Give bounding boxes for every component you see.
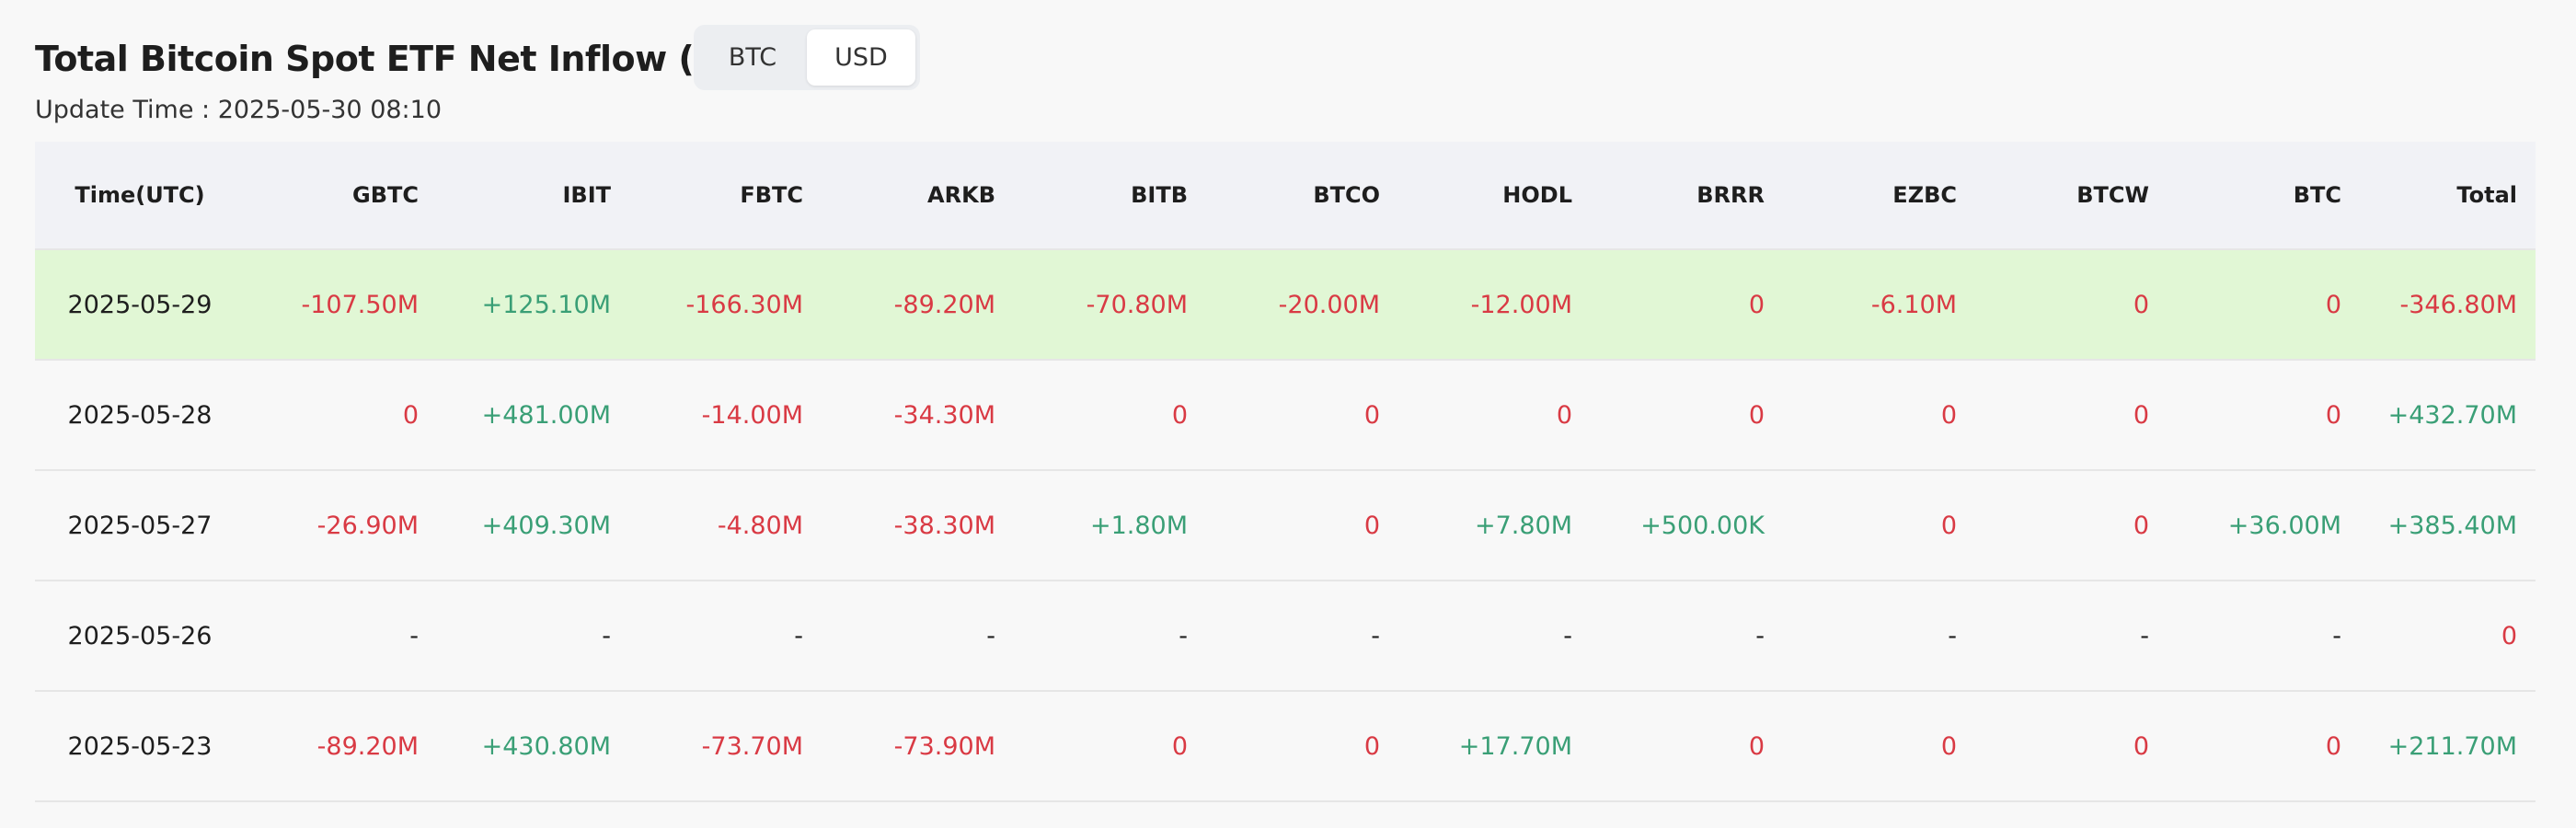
toggle-option[interactable]: BTC <box>728 43 777 72</box>
unit-toggle: BTC USD <box>694 25 920 90</box>
table-row: 2025-05-26 - - - - - - - - - - - 0 <box>35 581 2536 692</box>
column-header: BTCO <box>1313 182 1380 208</box>
value-cell: -89.20M <box>893 290 995 319</box>
inflow-table: Time(UTC) GBTC IBIT FBTC ARKB BITB BTCO HODL BRR… <box>35 142 2536 802</box>
value-cell: 0 <box>2133 731 2149 761</box>
value-cell: 0 <box>1171 400 1188 430</box>
value-cell: -107.50M <box>301 290 419 319</box>
page-title: Total Bitcoin Spot ETF Net Inflow (USD) <box>35 39 791 79</box>
value-cell: -89.20M <box>316 731 419 761</box>
column-header: BTCW <box>2076 182 2149 208</box>
value-cell: - <box>1948 621 1957 650</box>
value-cell: +211.70M <box>2387 731 2517 761</box>
column-header: BRRR <box>1696 182 1765 208</box>
value-cell: +385.40M <box>2387 511 2517 540</box>
table-row: 2025-05-27 -26.90M +409.30M -4.80M -38.30M +1… <box>35 471 2536 581</box>
value-cell: -12.00M <box>1470 290 1572 319</box>
date-cell: 2025-05-28 <box>67 400 213 430</box>
value-cell: - <box>2140 621 2149 650</box>
value-cell: 0 <box>2325 400 2341 430</box>
column-header: HODL <box>1502 182 1572 208</box>
table-row: 2025-05-29 -107.50M +125.10M -166.30M -89.20… <box>35 250 2536 361</box>
value-cell: 0 <box>1940 400 1957 430</box>
value-cell: +430.80M <box>481 731 611 761</box>
value-cell: 0 <box>2501 621 2517 650</box>
column-header: FBTC <box>740 182 803 208</box>
column-header: Time(UTC) <box>75 182 205 208</box>
value-cell: -34.30M <box>893 400 995 430</box>
value-cell: -73.70M <box>701 731 803 761</box>
value-cell: 0 <box>1363 731 1380 761</box>
value-cell: 0 <box>1748 731 1765 761</box>
column-header: GBTC <box>352 182 419 208</box>
value-cell: -26.90M <box>316 511 419 540</box>
column-header: EZBC <box>1892 182 1957 208</box>
value-cell: - <box>409 621 419 650</box>
value-cell: -38.30M <box>893 511 995 540</box>
column-header: IBIT <box>562 182 611 208</box>
column-header: Total <box>2456 182 2517 208</box>
value-cell: 0 <box>1748 400 1765 430</box>
value-cell: - <box>602 621 611 650</box>
value-cell: 0 <box>1940 511 1957 540</box>
value-cell: - <box>1755 621 1765 650</box>
value-cell: +125.10M <box>481 290 611 319</box>
value-cell: +36.00M <box>2227 511 2341 540</box>
value-cell: -70.80M <box>1086 290 1188 319</box>
value-cell: 0 <box>1940 731 1957 761</box>
value-cell: -4.80M <box>717 511 803 540</box>
value-cell: 0 <box>2325 290 2341 319</box>
date-cell: 2025-05-23 <box>67 731 213 761</box>
value-cell: +481.00M <box>481 400 611 430</box>
toggle-option[interactable]: USD <box>807 29 915 86</box>
value-cell: +1.80M <box>1089 511 1188 540</box>
value-cell: +500.00K <box>1640 511 1765 540</box>
value-cell: 0 <box>1363 400 1380 430</box>
value-cell: 0 <box>1748 290 1765 319</box>
value-cell: -346.80M <box>2399 290 2517 319</box>
table-row: 2025-05-23 -89.20M +430.80M -73.70M -73.90M 0… <box>35 692 2536 802</box>
value-cell: +7.80M <box>1474 511 1572 540</box>
value-cell: - <box>794 621 803 650</box>
table-row: 2025-05-28 0 +481.00M -14.00M -34.30M 0 0 0 0 0 0 0… <box>35 361 2536 471</box>
value-cell: 0 <box>1363 511 1380 540</box>
header-row: Time(UTC) GBTC IBIT FBTC ARKB BITB BTCO HODL BRR… <box>35 142 2536 250</box>
value-cell: - <box>1563 621 1572 650</box>
value-cell: - <box>986 621 995 650</box>
value-cell: -166.30M <box>685 290 803 319</box>
date-cell: 2025-05-26 <box>67 621 213 650</box>
value-cell: 0 <box>2325 731 2341 761</box>
value-cell: - <box>2332 621 2341 650</box>
value-cell: 0 <box>2133 290 2149 319</box>
value-cell: +17.70M <box>1458 731 1572 761</box>
date-cell: 2025-05-27 <box>67 511 213 540</box>
value-cell: - <box>1179 621 1188 650</box>
column-header: ARKB <box>927 182 995 208</box>
update-time: Update Time : 2025-05-30 08:10 <box>35 96 443 124</box>
value-cell: -20.00M <box>1278 290 1380 319</box>
value-cell: 0 <box>1171 731 1188 761</box>
date-cell: 2025-05-29 <box>67 290 213 319</box>
value-cell: 0 <box>402 400 419 430</box>
value-cell: -6.10M <box>1870 290 1957 319</box>
column-header: BITB <box>1131 182 1188 208</box>
value-cell: +432.70M <box>2387 400 2517 430</box>
value-cell: 0 <box>1556 400 1572 430</box>
value-cell: 0 <box>2133 400 2149 430</box>
value-cell: -14.00M <box>701 400 803 430</box>
value-cell: - <box>1371 621 1380 650</box>
value-cell: 0 <box>2133 511 2149 540</box>
column-header: BTC <box>2293 182 2341 208</box>
value-cell: +409.30M <box>481 511 611 540</box>
value-cell: -73.90M <box>893 731 995 761</box>
